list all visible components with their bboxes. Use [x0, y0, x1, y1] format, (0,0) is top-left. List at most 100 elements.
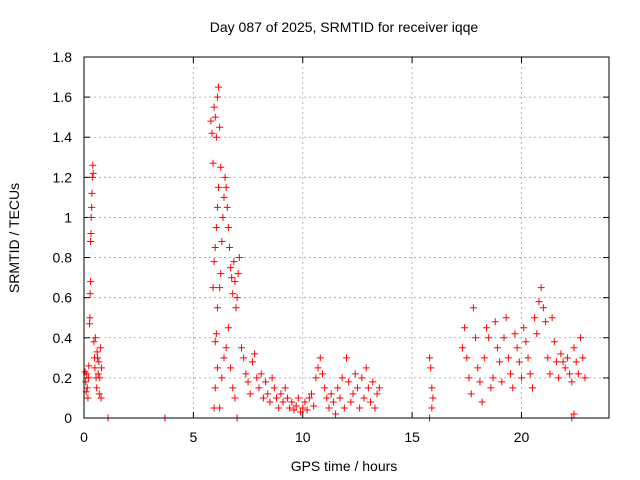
- data-point: [225, 244, 233, 252]
- data-point: [211, 384, 219, 392]
- data-point: [95, 358, 103, 366]
- data-point: [491, 318, 499, 326]
- data-point: [570, 410, 578, 418]
- data-point: [262, 378, 270, 386]
- data-point: [478, 398, 486, 406]
- data-point: [294, 394, 302, 402]
- data-point: [345, 378, 353, 386]
- data-point: [86, 290, 94, 298]
- data-point: [290, 406, 298, 414]
- data-point: [207, 117, 215, 125]
- x-axis-label: GPS time / hours: [291, 458, 398, 474]
- data-point: [303, 406, 311, 414]
- data-point: [292, 402, 300, 410]
- data-point: [251, 350, 259, 358]
- data-point: [96, 374, 104, 382]
- data-point: [255, 384, 263, 392]
- data-point: [93, 348, 101, 356]
- data-point: [208, 129, 216, 137]
- data-point: [227, 364, 235, 372]
- data-point: [518, 374, 525, 382]
- data-point: [231, 278, 239, 286]
- data-point: [85, 320, 93, 328]
- data-point: [213, 93, 221, 101]
- data-point: [246, 390, 254, 398]
- data-point: [89, 161, 97, 169]
- data-point: [531, 314, 539, 322]
- data-point: [96, 344, 104, 352]
- data-point: [224, 223, 232, 231]
- data-point: [574, 370, 582, 378]
- data-point: [526, 370, 534, 378]
- data-point: [483, 324, 490, 332]
- data-point: [577, 334, 585, 342]
- data-point: [94, 354, 102, 362]
- data-point: [427, 364, 435, 372]
- data-point: [242, 370, 250, 378]
- y-tick-label: 0.4: [53, 330, 73, 346]
- y-tick-label: 0.2: [53, 370, 73, 386]
- data-point: [428, 384, 436, 392]
- data-point: [253, 374, 261, 382]
- data-point: [222, 344, 230, 352]
- data-point: [312, 374, 320, 382]
- y-axis-label: SRMTID / TECUs: [6, 183, 22, 293]
- data-point: [356, 404, 364, 412]
- data-point: [509, 384, 517, 392]
- data-point: [288, 398, 296, 406]
- data-point: [336, 394, 344, 402]
- data-point: [268, 374, 276, 382]
- y-tick-label: 0: [64, 410, 72, 426]
- data-point: [213, 304, 221, 312]
- data-point: [209, 284, 217, 292]
- data-point: [340, 404, 348, 412]
- data-point: [489, 374, 497, 382]
- data-point: [498, 378, 506, 386]
- data-point: [343, 354, 350, 362]
- data-point: [97, 394, 105, 402]
- data-point: [301, 398, 309, 406]
- data-point: [210, 258, 218, 266]
- data-point: [91, 334, 99, 342]
- data-point: [218, 374, 226, 382]
- data-point: [332, 410, 340, 418]
- data-point: [210, 103, 218, 111]
- data-point: [87, 278, 95, 286]
- data-point: [222, 183, 230, 191]
- data-point: [308, 390, 315, 398]
- data-point: [349, 390, 357, 398]
- data-point: [373, 390, 381, 398]
- data-point: [537, 284, 545, 292]
- data-point: [539, 304, 547, 312]
- data-point: [515, 358, 523, 366]
- data-point: [502, 314, 510, 322]
- data-point: [211, 113, 219, 121]
- data-point: [87, 238, 95, 246]
- data-point: [277, 390, 285, 398]
- data-point: [211, 338, 219, 346]
- data-point: [281, 384, 289, 392]
- data-point: [90, 338, 98, 346]
- data-point: [579, 354, 587, 362]
- data-point: [283, 394, 291, 402]
- data-point: [86, 314, 94, 322]
- data-point: [232, 304, 240, 312]
- data-point: [215, 183, 223, 191]
- data-point: [520, 324, 528, 332]
- data-point: [528, 384, 536, 392]
- data-point: [329, 398, 337, 406]
- data-point: [561, 364, 569, 372]
- data-point: [364, 384, 372, 392]
- data-point: [458, 344, 466, 352]
- data-point: [305, 394, 313, 402]
- data-point: [244, 378, 252, 386]
- data-point: [500, 334, 508, 342]
- data-point: [426, 354, 434, 362]
- data-point: [472, 334, 480, 342]
- data-point: [369, 378, 377, 386]
- data-point: [334, 384, 342, 392]
- data-point: [314, 364, 322, 372]
- data-point: [572, 358, 580, 366]
- data-point: [82, 378, 90, 386]
